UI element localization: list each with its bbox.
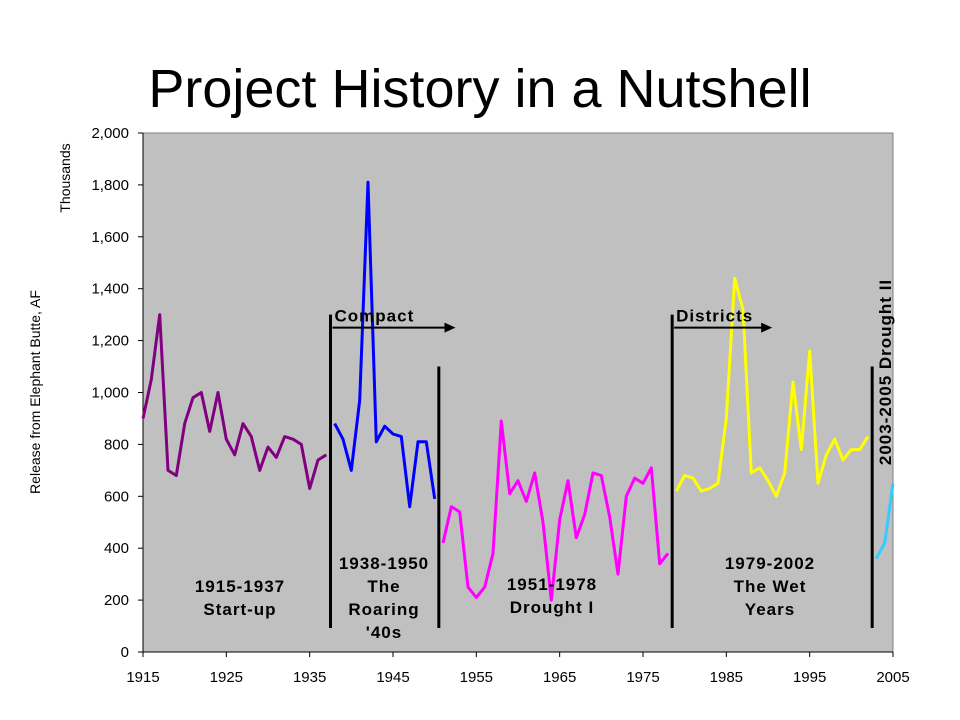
arrow-head (444, 322, 456, 333)
arrow-head (761, 322, 773, 333)
y-tick-label: 1,400 (91, 281, 129, 298)
y-tick-label: 1,600 (91, 229, 129, 246)
y-tick-label: 800 (104, 436, 129, 453)
x-tick-label: 1955 (460, 669, 493, 686)
y-tick-label: 2,000 (91, 125, 129, 142)
arrows: Compact Districts (332, 307, 773, 333)
annotation-line: The (367, 577, 400, 596)
y-tick-label: 1,000 (91, 385, 129, 402)
annotation-line: Start-up (203, 600, 276, 619)
slide-title: Project History in a Nutshell (148, 59, 812, 119)
annotation-line: Roaring (348, 600, 419, 619)
y-tick-label: 1,200 (91, 333, 129, 350)
annotation-1979-2002: 1979-2002 The Wet Years (725, 554, 815, 619)
x-axis: 1915 1925 1935 1945 1955 1965 1975 1985 1995 2005 (126, 651, 910, 686)
y-tick-label: 0 (121, 644, 129, 661)
y-tick-label: 400 (104, 540, 129, 557)
plot-area (142, 132, 894, 653)
x-tick-label: 2005 (876, 669, 909, 686)
annotation-1915-1937: 1915-1937 Start-up (195, 577, 285, 619)
x-tick-label: 1965 (543, 669, 576, 686)
series-line-1 (141, 313, 328, 490)
y-tick-label: 600 (104, 488, 129, 505)
y-tick-label: 200 (104, 592, 129, 609)
series-group (141, 180, 895, 602)
period-dividers (329, 314, 874, 628)
annotation-line: Years (745, 600, 795, 619)
annotation-1951-1978: 1951-1978 Drought I (507, 575, 597, 617)
series-line-4 (674, 276, 870, 498)
annotation-line: 1915-1937 (195, 577, 285, 596)
annotation-line: Drought I (510, 598, 595, 617)
y-axis-label: Release from Elephant Butte, AF (27, 290, 43, 494)
x-tick-label: 1995 (793, 669, 826, 686)
x-tick-label: 1945 (376, 669, 409, 686)
annotation-2003-2005: 2003-2005 Drought II (876, 279, 895, 465)
series-line-3 (441, 419, 670, 602)
y-axis: 0 200 400 600 800 1,000 1,200 1,400 1,600 1,800 2,… (91, 125, 144, 661)
annotation-1938-1950: 1938-1950 The Roaring '40s (339, 554, 429, 642)
annotation-line: The Wet (734, 577, 807, 596)
annotation-line: '40s (366, 623, 402, 642)
series-line-2 (333, 180, 437, 509)
y-tick-label: 1,800 (91, 177, 129, 194)
x-tick-label: 1985 (710, 669, 743, 686)
annotation-line: 1938-1950 (339, 554, 429, 573)
arrow-label: Compact (335, 307, 415, 326)
annotation-line: 1951-1978 (507, 575, 597, 594)
x-tick-label: 1925 (210, 669, 243, 686)
series-line-5 (874, 483, 895, 560)
x-tick-label: 1975 (626, 669, 659, 686)
annotation-line: 1979-2002 (725, 554, 815, 573)
y-axis-unit: Thousands (57, 143, 73, 212)
x-tick-label: 1915 (126, 669, 159, 686)
arrow-label: Districts (676, 307, 753, 326)
x-tick-label: 1935 (293, 669, 326, 686)
